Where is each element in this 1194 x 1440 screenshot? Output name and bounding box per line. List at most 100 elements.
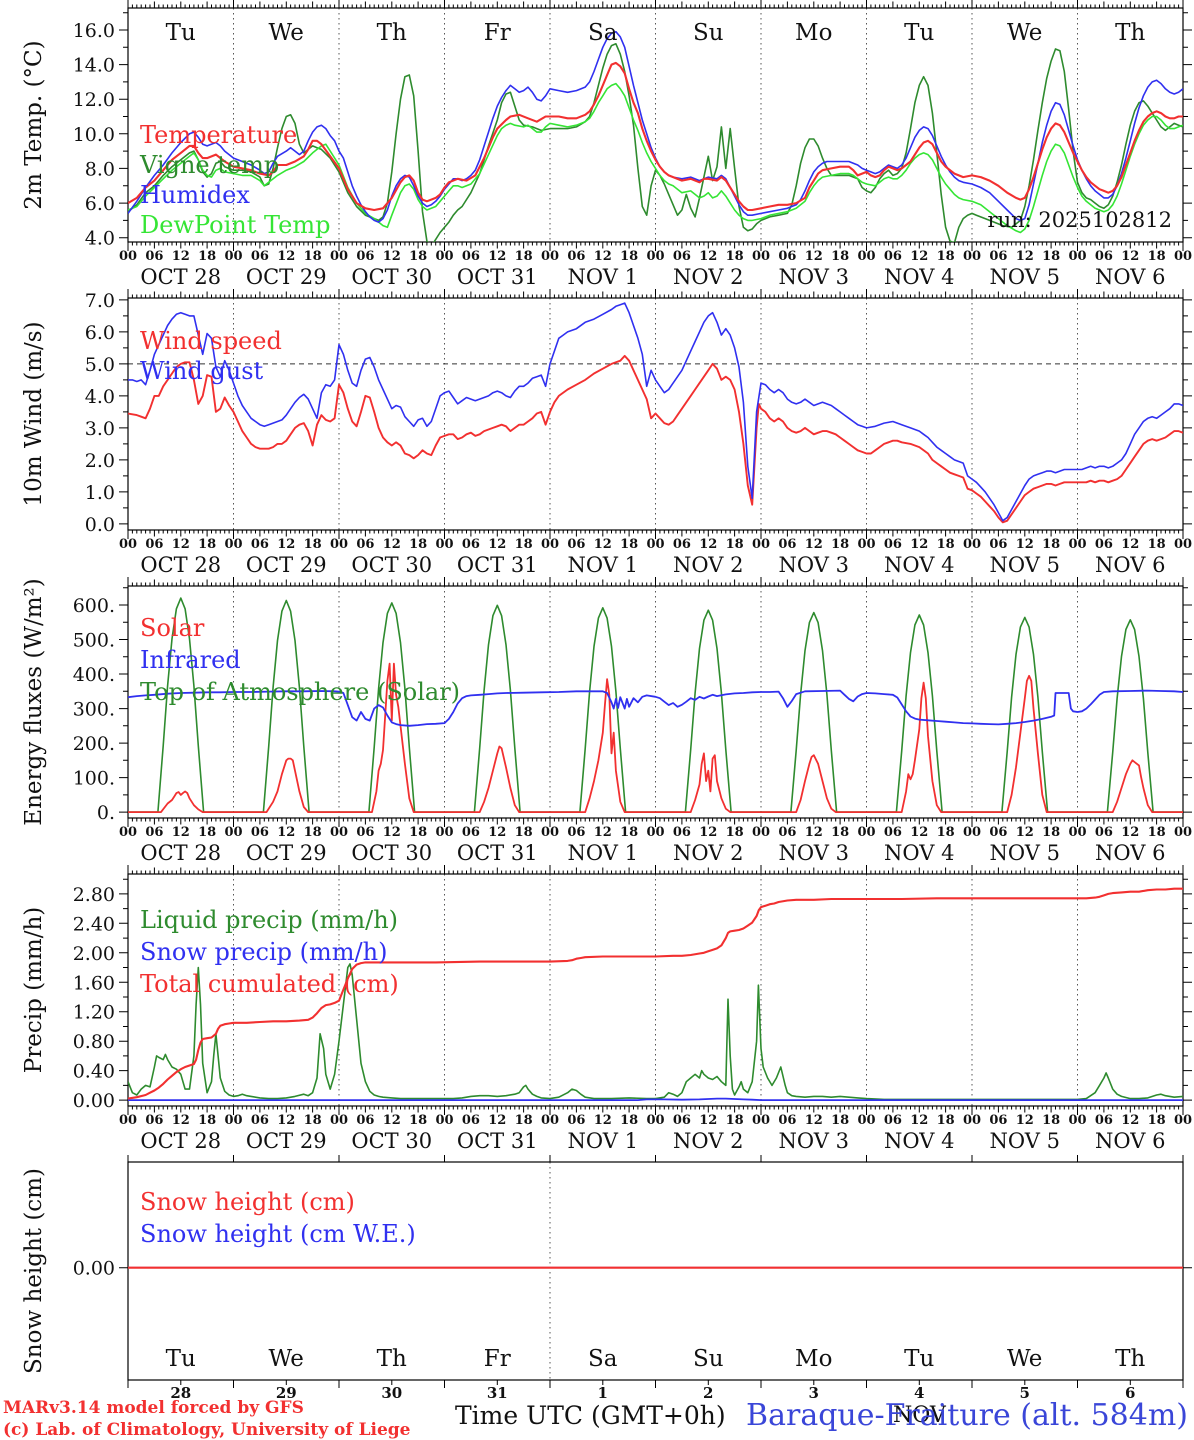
hour-tick-label: 18 [831,537,849,552]
hour-tick-label: 12 [1121,1113,1139,1128]
y-tick-label: 6.0 [85,322,115,344]
hour-tick-label: 06 [567,825,585,840]
wind-legend: Wind speed Wind gust [140,326,282,386]
hour-tick-label: 00 [646,1113,664,1128]
hour-tick-label: 06 [145,537,163,552]
hour-tick-label: 18 [726,249,744,264]
date-label: NOV 1 [568,265,638,289]
weekday-label: Tu [904,1346,934,1372]
hour-tick-label: 06 [462,249,480,264]
hour-tick-label: 18 [304,1113,322,1128]
hour-tick-label: 00 [1174,249,1192,264]
series-temperature [128,61,1183,212]
hour-tick-label: 00 [1174,825,1192,840]
y-tick-label: 100. [73,768,115,790]
date-label: NOV 5 [990,265,1060,289]
y-tick-label: 1.60 [73,972,115,994]
x-ticks-top [127,0,1184,8]
weekday-label: Sa [588,1346,618,1372]
date-label: NOV 4 [884,553,954,577]
day-number-label: 2 [703,1384,713,1402]
weekday-label: We [269,20,304,46]
hour-tick-label: 00 [435,825,453,840]
y-tick-label: 14.0 [73,55,115,77]
hour-tick-label: 12 [594,1113,612,1128]
hour-tick-label: 18 [409,249,427,264]
hour-tick-label: 18 [409,825,427,840]
hour-tick-label: 12 [488,825,506,840]
hour-tick-label: 18 [409,537,427,552]
y-tick-label: 1.20 [73,1002,115,1024]
hour-tick-label: 12 [172,825,190,840]
hour-tick-label: 00 [330,249,348,264]
y-tick-label: 0. [97,802,115,824]
y-tick-label: 600. [73,595,115,617]
hour-tick-label: 00 [1068,1113,1086,1128]
series-wind-gust [128,302,1183,522]
hour-tick-label: 06 [884,825,902,840]
date-label: OCT 30 [351,553,432,577]
weekday-label: Tu [166,20,196,46]
hour-tick-label: 00 [435,249,453,264]
hour-tick-label: 00 [752,249,770,264]
hour-tick-label: 06 [356,1113,374,1128]
series-infrared [128,689,1183,727]
weekday-label: We [1007,1346,1042,1372]
hour-tick-label: 12 [594,249,612,264]
hour-tick-label: 12 [172,537,190,552]
hour-tick-label: 06 [567,537,585,552]
hour-tick-label: 06 [567,1113,585,1128]
hour-tick-label: 06 [1095,1113,1113,1128]
hour-tick-label: 18 [1148,249,1166,264]
x-ticks-bottom [127,1106,1184,1115]
hour-tick-label: 06 [356,825,374,840]
hour-tick-label: 18 [620,1113,638,1128]
x-ticks-top [127,577,1184,586]
weekday-label: Tu [904,20,934,46]
energy-legend: Solar Infrared Top of Atmosphere (Solar) [140,612,460,708]
date-label: NOV 4 [884,841,954,865]
hour-tick-label: 12 [488,1113,506,1128]
x-ticks-bottom [127,818,1184,827]
date-label: NOV 4 [884,265,954,289]
hour-tick-label: 00 [963,1113,981,1128]
hour-tick-label: 00 [752,825,770,840]
hour-tick-label: 00 [646,537,664,552]
hour-tick-label: 06 [673,537,691,552]
hour-tick-label: 12 [1121,537,1139,552]
day-number-label: 6 [1125,1384,1135,1402]
legend-snow-precip: Snow precip (mm/h) [140,938,388,966]
y-axis-title-snow: Snow height (cm) [21,1168,47,1374]
hour-tick-label: 00 [752,537,770,552]
date-label: OCT 28 [140,1129,221,1153]
day-number-label: 1 [598,1384,608,1402]
hour-tick-label: 06 [884,537,902,552]
weekday-label: We [269,1346,304,1372]
y-ticks [119,299,1192,525]
hour-tick-label: 12 [699,537,717,552]
legend-snow-height: Snow height (cm) [140,1188,355,1216]
hour-tick-label: 00 [646,249,664,264]
date-label: NOV 6 [1095,841,1165,865]
hour-tick-label: 18 [1042,249,1060,264]
weekday-label: Mo [795,1346,832,1372]
hour-tick-label: 12 [910,249,928,264]
y-tick-label: 0.80 [73,1031,115,1053]
hour-tick-label: 00 [541,537,559,552]
hour-tick-label: 06 [989,537,1007,552]
hour-tick-label: 18 [304,537,322,552]
date-label: NOV 3 [779,265,849,289]
hour-tick-label: 06 [1095,537,1113,552]
hour-tick-label: 00 [1174,537,1192,552]
hour-tick-label: 06 [989,1113,1007,1128]
weekday-label: Th [377,1346,407,1372]
hour-tick-label: 18 [620,537,638,552]
legend-infrared: Infrared [140,646,241,674]
date-label: OCT 29 [246,265,327,289]
x-axis-title: Time UTC (GMT+0h) [455,1401,726,1430]
hour-tick-label: 06 [251,825,269,840]
temp-legend: Temperature Vigne temp Humidex DewPoint … [140,120,331,240]
hour-tick-label: 00 [857,1113,875,1128]
